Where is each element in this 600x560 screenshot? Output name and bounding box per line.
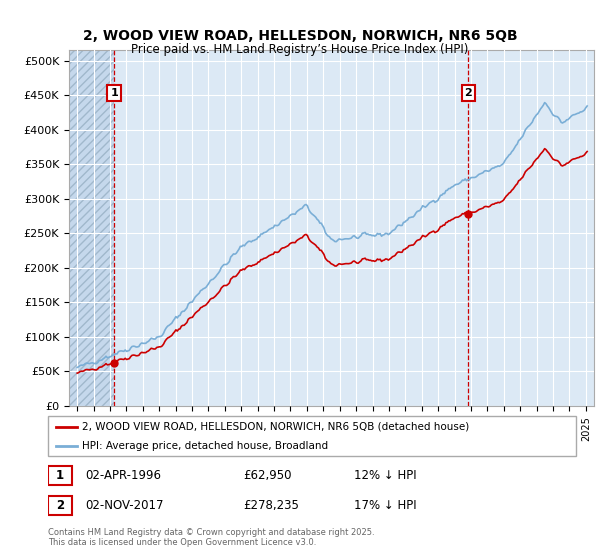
FancyBboxPatch shape <box>48 416 576 456</box>
Text: 12% ↓ HPI: 12% ↓ HPI <box>354 469 417 482</box>
Text: 2, WOOD VIEW ROAD, HELLESDON, NORWICH, NR6 5QB (detached house): 2, WOOD VIEW ROAD, HELLESDON, NORWICH, N… <box>82 422 470 432</box>
Bar <box>69 50 114 406</box>
Text: £62,950: £62,950 <box>244 469 292 482</box>
Text: 1: 1 <box>110 88 118 98</box>
Text: 2: 2 <box>56 499 64 512</box>
FancyBboxPatch shape <box>48 496 72 515</box>
Text: HPI: Average price, detached house, Broadland: HPI: Average price, detached house, Broa… <box>82 441 328 450</box>
Text: 2, WOOD VIEW ROAD, HELLESDON, NORWICH, NR6 5QB: 2, WOOD VIEW ROAD, HELLESDON, NORWICH, N… <box>83 29 517 44</box>
Text: Contains HM Land Registry data © Crown copyright and database right 2025.
This d: Contains HM Land Registry data © Crown c… <box>48 528 374 547</box>
Text: 17% ↓ HPI: 17% ↓ HPI <box>354 499 417 512</box>
Text: £278,235: £278,235 <box>244 499 299 512</box>
Bar <box>69 50 114 406</box>
Text: 1: 1 <box>56 469 64 482</box>
Text: 2: 2 <box>464 88 472 98</box>
Text: Price paid vs. HM Land Registry’s House Price Index (HPI): Price paid vs. HM Land Registry’s House … <box>131 43 469 56</box>
FancyBboxPatch shape <box>48 466 72 486</box>
Text: 02-APR-1996: 02-APR-1996 <box>85 469 161 482</box>
Text: 02-NOV-2017: 02-NOV-2017 <box>85 499 163 512</box>
